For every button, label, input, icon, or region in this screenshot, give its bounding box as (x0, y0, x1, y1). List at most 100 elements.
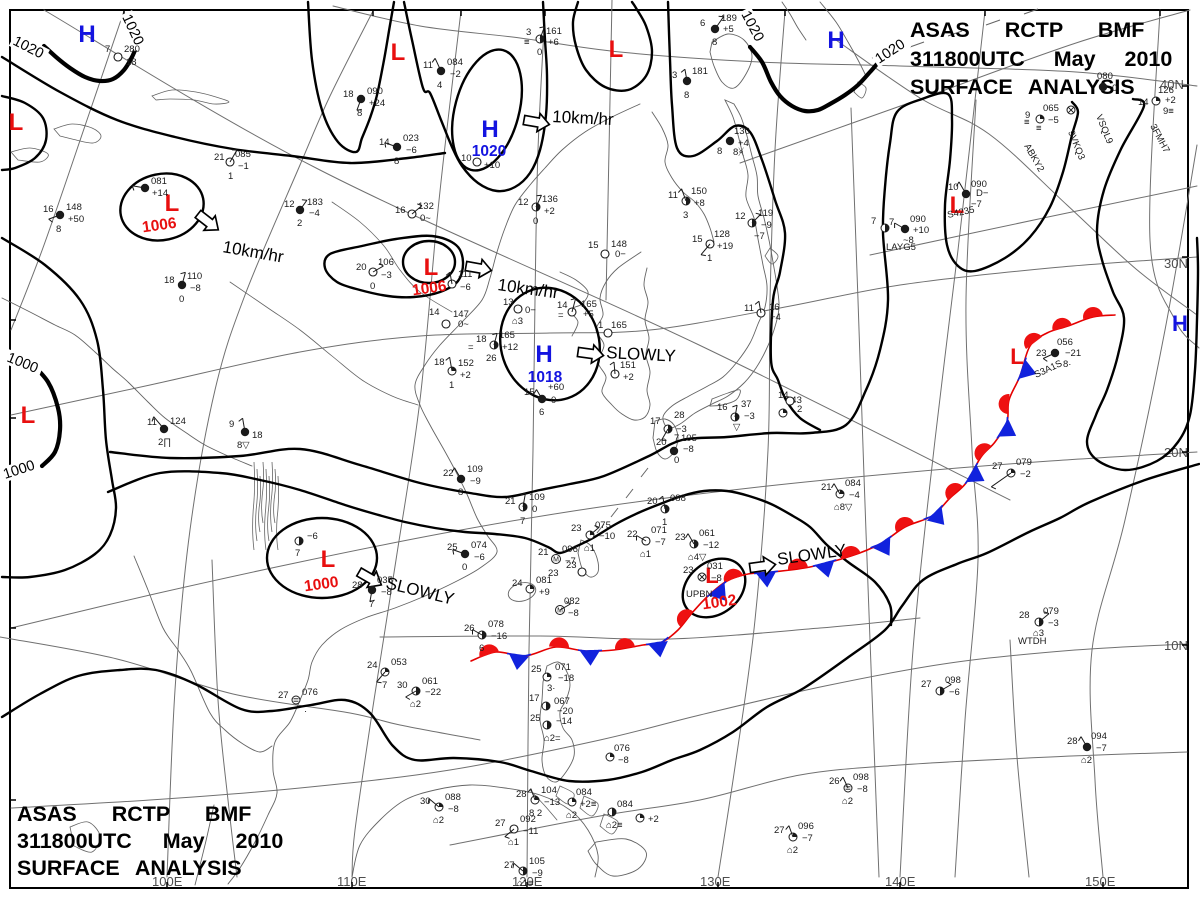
svg-text:1: 1 (707, 253, 712, 264)
svg-text:−8: −8 (857, 784, 868, 795)
svg-text:L: L (609, 36, 624, 63)
svg-text:−9: −9 (470, 476, 481, 487)
svg-text:L: L (165, 190, 180, 217)
svg-text:≡: ≡ (524, 37, 530, 48)
svg-text:SURFACE ANALYSIS: SURFACE ANALYSIS (910, 75, 1135, 99)
svg-text:23: 23 (683, 565, 694, 576)
svg-text:+24: +24 (369, 98, 385, 109)
svg-text:078: 078 (488, 619, 504, 630)
svg-text:031: 031 (707, 561, 723, 572)
svg-text:18: 18 (252, 430, 263, 441)
svg-text:0~: 0~ (458, 319, 469, 330)
svg-text:−2: −2 (450, 69, 461, 80)
svg-text:165: 165 (611, 320, 627, 331)
svg-text:14: 14 (557, 300, 568, 311)
svg-text:10km/hr: 10km/hr (552, 107, 615, 129)
svg-text:6: 6 (479, 643, 484, 654)
svg-text:311800UTC May 2010: 311800UTC May 2010 (910, 47, 1172, 71)
svg-text:−6: −6 (949, 687, 960, 698)
svg-text:⌂2: ⌂2 (566, 810, 577, 821)
svg-text:⌂4▽: ⌂4▽ (688, 552, 707, 563)
svg-text:⌂1: ⌂1 (508, 837, 519, 848)
svg-text:0: 0 (533, 216, 538, 227)
svg-text:+5: +5 (723, 24, 734, 35)
svg-text:9≡: 9≡ (1163, 106, 1174, 117)
svg-text:081: 081 (536, 575, 552, 586)
svg-text:11: 11 (668, 190, 678, 201)
svg-text:7: 7 (105, 44, 110, 55)
svg-text:21: 21 (214, 152, 225, 163)
svg-text:1020: 1020 (472, 143, 506, 160)
svg-text:14: 14 (429, 307, 440, 318)
svg-text:17: 17 (529, 693, 540, 704)
svg-text:23: 23 (548, 568, 559, 579)
svg-text:109: 109 (467, 464, 483, 475)
svg-text:106: 106 (378, 257, 394, 268)
svg-text:0−: 0− (525, 305, 536, 316)
svg-text:11: 11 (744, 303, 754, 314)
svg-text:ASAS RCTP BMF: ASAS RCTP BMF (910, 18, 1144, 42)
svg-text:−7: −7 (1096, 743, 1107, 754)
svg-text:27: 27 (495, 818, 506, 829)
svg-text:0: 0 (1112, 83, 1117, 94)
svg-text:053: 053 (391, 657, 407, 668)
svg-text:⌂2=: ⌂2= (544, 733, 561, 744)
svg-text:−8: −8 (448, 804, 459, 815)
svg-text:080: 080 (1097, 71, 1113, 82)
svg-text:092: 092 (520, 814, 536, 825)
svg-text:111: 111 (458, 269, 472, 280)
svg-text:6: 6 (539, 407, 544, 418)
svg-text:7: 7 (520, 516, 525, 527)
svg-text:088: 088 (445, 792, 461, 803)
svg-text:076: 076 (302, 687, 318, 698)
svg-text:D−: D− (976, 188, 989, 199)
svg-text:⌂1: ⌂1 (584, 543, 595, 554)
svg-text:147: 147 (453, 309, 469, 320)
svg-text:7: 7 (674, 433, 679, 444)
svg-text:128: 128 (714, 229, 730, 240)
svg-text:−11: −11 (523, 826, 538, 837)
svg-text:L: L (321, 546, 336, 573)
svg-text:20: 20 (356, 262, 367, 273)
svg-text:−5: −5 (1048, 115, 1059, 126)
svg-text:H: H (481, 116, 498, 143)
svg-text:12: 12 (518, 197, 529, 208)
svg-text:0~: 0~ (420, 213, 431, 224)
svg-text:1006: 1006 (141, 215, 178, 237)
svg-text:18: 18 (476, 334, 487, 345)
svg-text:+5: +5 (583, 309, 594, 320)
svg-text:12: 12 (284, 199, 295, 210)
svg-text:−3: −3 (744, 411, 755, 422)
svg-text:120E: 120E (512, 874, 543, 889)
svg-text:−12: −12 (703, 540, 719, 551)
svg-text:L: L (391, 39, 406, 66)
svg-text:−3: −3 (381, 270, 392, 281)
svg-text:25: 25 (530, 713, 541, 724)
svg-text:140E: 140E (885, 874, 916, 889)
svg-text:1: 1 (598, 320, 603, 331)
svg-text:18: 18 (164, 275, 175, 286)
svg-text:0: 0 (537, 47, 542, 58)
svg-text:20N: 20N (1164, 445, 1188, 460)
svg-text:−8: −8 (381, 587, 392, 598)
svg-text:−6: −6 (460, 282, 471, 293)
svg-text:≡: ≡ (1024, 117, 1030, 128)
svg-text:065: 065 (1043, 103, 1059, 114)
svg-text:148: 148 (66, 202, 82, 213)
svg-text:130E: 130E (700, 874, 731, 889)
svg-text:21: 21 (538, 547, 549, 558)
svg-text:181: 181 (692, 66, 708, 77)
svg-text:1018: 1018 (528, 369, 563, 386)
svg-text:3: 3 (526, 27, 531, 38)
svg-text:105: 105 (681, 433, 697, 444)
svg-text:7: 7 (382, 680, 387, 691)
svg-text:088: 088 (670, 493, 686, 504)
svg-text:28: 28 (352, 580, 363, 591)
svg-text:098: 098 (853, 772, 869, 783)
svg-text:7: 7 (889, 217, 894, 228)
svg-text:11: 11 (147, 417, 157, 428)
svg-text:+2: +2 (648, 814, 659, 825)
svg-text:14: 14 (379, 137, 390, 148)
svg-text:18: 18 (434, 357, 445, 368)
svg-text:311800UTC May 2010: 311800UTC May 2010 (17, 829, 283, 853)
